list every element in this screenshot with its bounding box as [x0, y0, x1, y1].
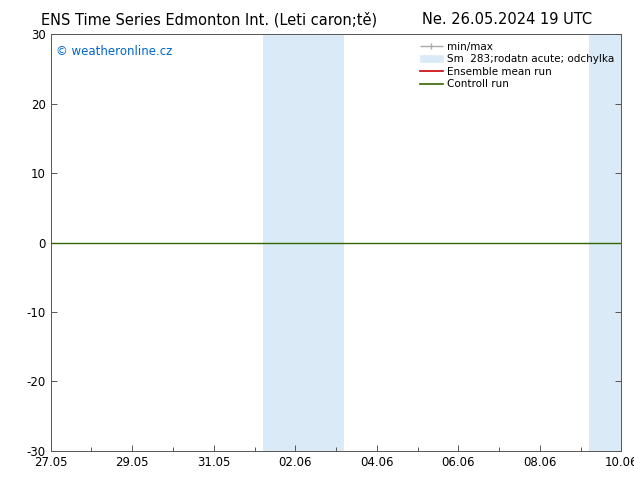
Bar [589, 34, 634, 451]
Legend: min/max, Sm  283;rodatn acute; odchylka, Ensemble mean run, Controll run: min/max, Sm 283;rodatn acute; odchylka, … [418, 40, 616, 92]
Text: ENS Time Series Edmonton Int. (Leti caron;tě): ENS Time Series Edmonton Int. (Leti caro… [41, 12, 377, 28]
Bar [262, 34, 344, 451]
Text: Ne. 26.05.2024 19 UTC: Ne. 26.05.2024 19 UTC [422, 12, 592, 27]
Text: © weatheronline.cz: © weatheronline.cz [56, 45, 173, 58]
